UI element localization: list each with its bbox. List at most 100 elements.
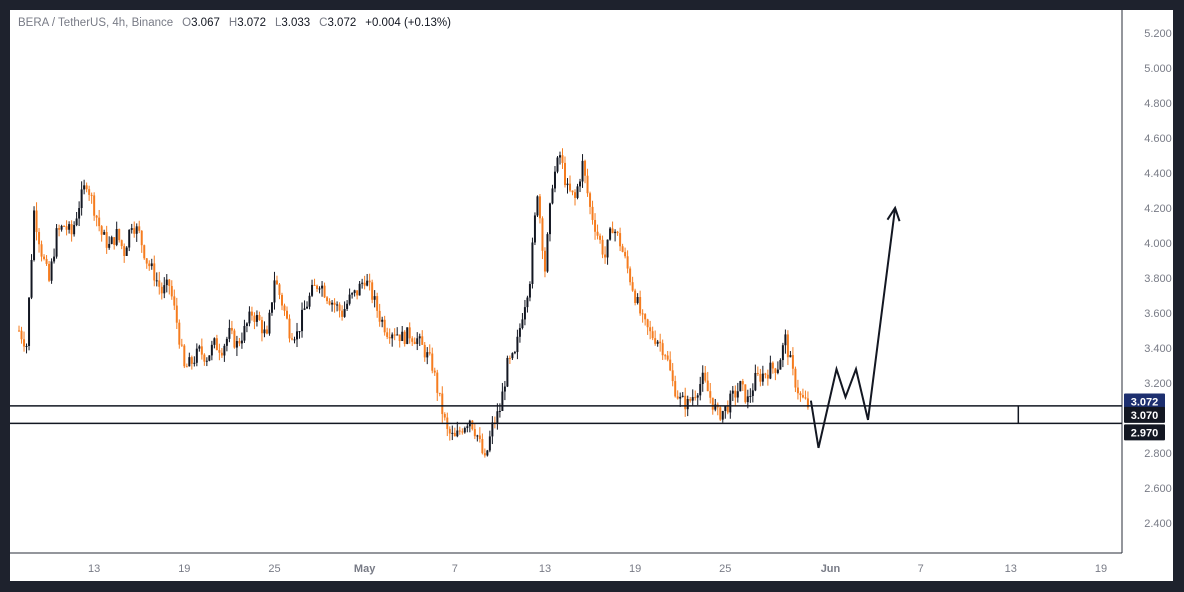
candle	[145, 258, 148, 269]
candle-body	[801, 395, 804, 398]
candle-body	[724, 406, 727, 411]
candle-body	[135, 226, 138, 234]
candle-body	[594, 219, 597, 232]
candle	[561, 148, 564, 169]
candle-body	[486, 450, 489, 456]
candle	[93, 192, 96, 221]
candle-body	[436, 372, 439, 393]
candle	[541, 216, 544, 260]
candle	[574, 189, 577, 206]
candle	[751, 383, 754, 403]
candle	[153, 255, 156, 287]
candle	[766, 369, 769, 386]
candle-body	[215, 338, 218, 351]
price-tick-label: 2.400	[1144, 518, 1172, 530]
candle-body	[118, 228, 121, 241]
candle	[105, 225, 108, 254]
candle-body	[90, 194, 93, 196]
candle	[606, 239, 609, 265]
candle	[556, 156, 559, 174]
candle	[486, 449, 489, 457]
candle	[601, 235, 604, 259]
candle-body	[88, 189, 91, 195]
candle	[313, 278, 316, 286]
price-tick-label: 2.600	[1144, 483, 1172, 495]
candle-body	[619, 233, 622, 247]
candle	[368, 273, 371, 291]
candle-body	[506, 357, 509, 387]
candle	[443, 412, 446, 421]
candle-body	[794, 368, 797, 388]
candle-body	[456, 430, 459, 437]
candle	[654, 330, 657, 346]
candle	[558, 151, 561, 165]
candle-body	[45, 258, 48, 264]
candle-body	[784, 334, 787, 346]
candle-body	[719, 407, 722, 420]
candle	[138, 220, 141, 234]
price-tick-label: 3.800	[1144, 273, 1172, 285]
candlestick-chart[interactable]: 5.200 5.000 4.800 4.600 4.400 4.200 4.000 3.800…	[10, 10, 1173, 581]
candle-body	[396, 334, 399, 336]
time-tick-label: 13	[539, 563, 551, 575]
candle	[786, 330, 789, 366]
candle	[308, 292, 311, 310]
candle-body	[351, 293, 354, 295]
candle	[624, 247, 627, 259]
candle-body	[331, 302, 334, 305]
time-tick-label: 13	[1005, 563, 1017, 575]
candle-body	[671, 370, 674, 382]
candle	[95, 214, 98, 227]
candle	[208, 355, 211, 362]
candle	[789, 351, 792, 358]
candle	[203, 353, 206, 366]
chart-frame[interactable]: 5.200 5.000 4.800 4.600 4.400 4.200 4.000 3.800…	[10, 10, 1173, 581]
candle-body	[203, 354, 206, 362]
candle	[160, 282, 163, 300]
candle	[225, 336, 228, 352]
candle-body	[366, 280, 369, 286]
candle-body	[175, 305, 178, 323]
candle-body	[701, 372, 704, 385]
candle	[506, 355, 509, 388]
candle-body	[210, 344, 213, 356]
candle-body	[616, 231, 619, 234]
candle	[473, 423, 476, 440]
candle	[724, 406, 727, 419]
candle	[301, 302, 304, 338]
candle-body	[33, 210, 36, 260]
candle	[135, 223, 138, 242]
candle-body	[60, 225, 63, 230]
candle	[48, 261, 51, 283]
candle	[413, 337, 416, 345]
candle-body	[463, 428, 466, 433]
candle-body	[158, 280, 161, 287]
candle-body	[796, 387, 799, 394]
candle	[193, 356, 196, 367]
candle	[543, 247, 546, 278]
candle	[691, 389, 694, 406]
candle	[275, 275, 278, 285]
candle	[463, 426, 466, 434]
candle	[671, 363, 674, 387]
candle	[664, 353, 667, 360]
candle	[35, 202, 38, 241]
last-price-tag: 3.072	[1124, 393, 1165, 410]
candle	[631, 276, 634, 292]
candle	[491, 416, 494, 445]
candle-body	[433, 370, 436, 373]
candle	[774, 367, 777, 381]
candle-body	[654, 338, 657, 344]
candle-body	[248, 311, 251, 324]
candle	[68, 221, 71, 234]
candle	[619, 227, 622, 252]
candle	[163, 277, 166, 299]
candle-body	[108, 243, 111, 248]
candle-body	[103, 232, 106, 235]
candle-body	[571, 190, 574, 193]
candle-body	[649, 327, 652, 332]
legend-symbol: BERA / TetherUS, 4h, Binance	[18, 17, 174, 29]
candle-body	[746, 396, 749, 403]
candle-body	[35, 210, 38, 232]
candle-body	[401, 331, 404, 341]
